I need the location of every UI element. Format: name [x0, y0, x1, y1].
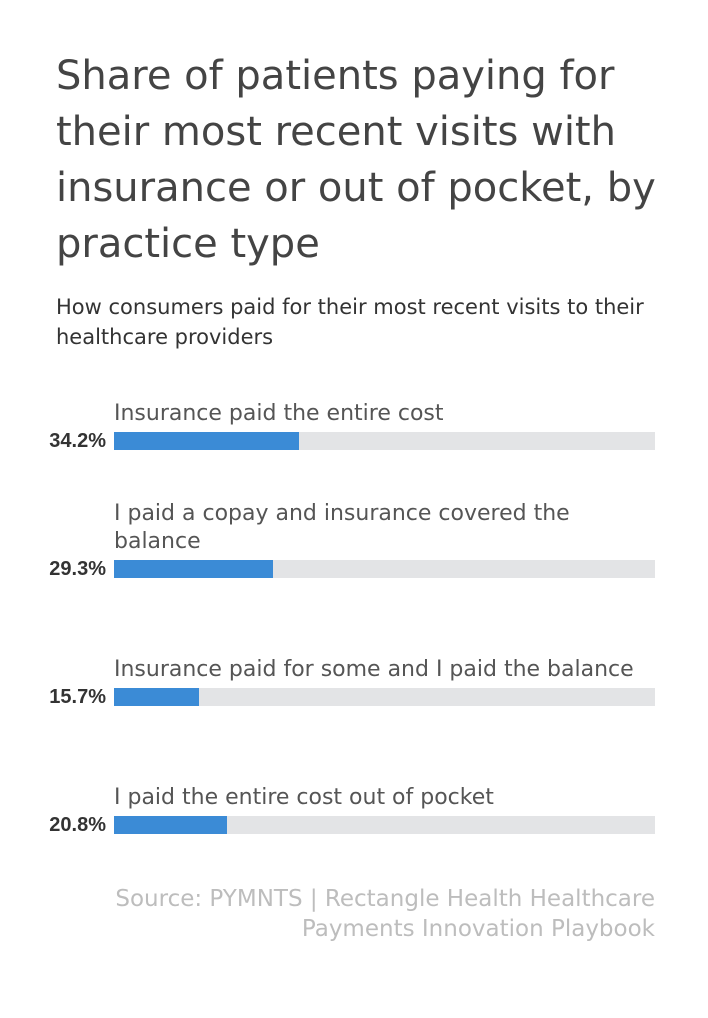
value-label: 15.7% [49, 686, 106, 708]
value-label: 29.3% [49, 558, 106, 580]
bar [114, 560, 273, 578]
value-label: 20.8% [49, 814, 106, 836]
category-label: I paid the entire cost out of pocket [114, 785, 494, 810]
bar [114, 816, 227, 834]
category-label: Insurance paid the entire cost [114, 401, 444, 426]
bar-track [114, 688, 655, 706]
category-label: I paid a copay and insurance covered the… [114, 501, 570, 554]
bar [114, 688, 199, 706]
bar-track [114, 560, 655, 578]
bar-track [114, 432, 655, 450]
value-label: 34.2% [49, 430, 106, 452]
source-note: Source: PYMNTS | Rectangle Health Health… [115, 886, 655, 942]
category-label: Insurance paid for some and I paid the b… [114, 657, 634, 682]
bar-track [114, 816, 655, 834]
chart-title: Share of patients paying for their most … [56, 53, 656, 267]
bar [114, 432, 300, 450]
chart-subtitle: How consumers paid for their most recent… [56, 295, 644, 349]
